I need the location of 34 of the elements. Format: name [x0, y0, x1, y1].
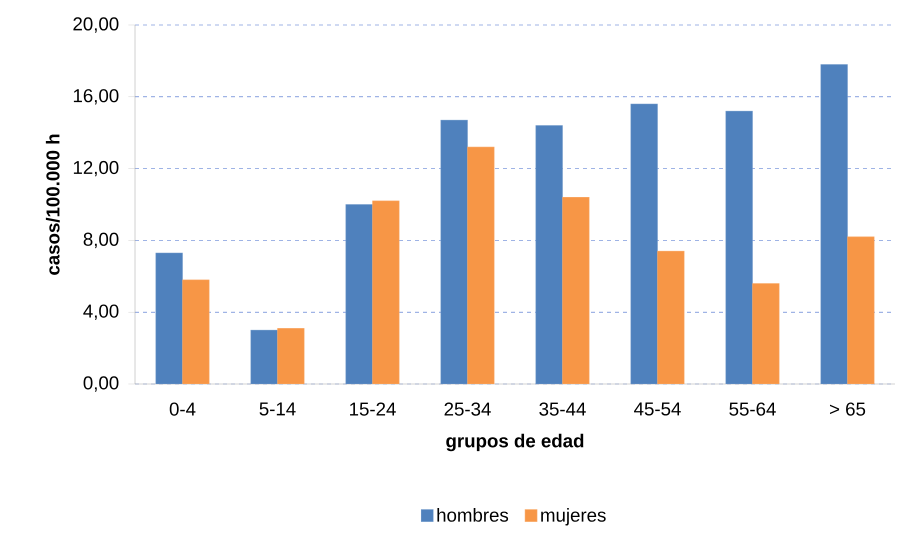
y-tick-label: 20,00	[73, 17, 118, 33]
bar	[250, 330, 278, 384]
bar	[536, 125, 563, 384]
x-tick-label: 5-14	[260, 402, 296, 416]
bar	[657, 250, 684, 384]
bar	[277, 328, 304, 384]
bar	[847, 236, 874, 384]
bar	[156, 252, 183, 384]
x-tick-label: > 65	[830, 402, 866, 416]
y-tick-label: 12,00	[74, 160, 118, 176]
legend-label: mujeres	[541, 508, 606, 526]
bar	[726, 110, 753, 384]
x-tick-label: 15-24	[350, 402, 396, 416]
bar	[630, 104, 658, 384]
x-tick-label: 25-34	[444, 402, 491, 416]
bar	[182, 280, 210, 384]
x-axis-title: grupos de edad	[446, 434, 584, 452]
bar	[346, 204, 373, 384]
y-tick-label: 16,00	[74, 89, 118, 104]
x-tick-label: 35-44	[539, 402, 586, 416]
bar	[820, 64, 848, 384]
legend-label: hombres	[437, 508, 508, 522]
bar	[372, 200, 400, 384]
y-tick-label: 8,00	[84, 232, 118, 248]
y-axis-title: casos/100.000 h	[46, 134, 60, 275]
x-tick-label: 55-64	[729, 402, 776, 416]
x-tick-label: 45-54	[634, 402, 681, 416]
bar	[752, 283, 780, 384]
bar	[440, 120, 468, 384]
y-tick-label: 4,00	[83, 304, 118, 320]
y-tick-label: 0,00	[84, 376, 118, 392]
bar	[562, 197, 590, 384]
x-tick-label: 0-4	[170, 402, 196, 416]
bar	[467, 146, 494, 384]
